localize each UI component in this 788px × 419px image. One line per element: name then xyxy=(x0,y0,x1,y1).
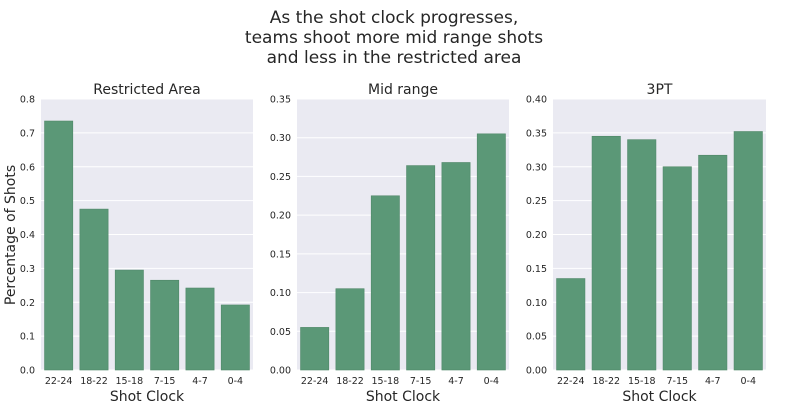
panel-restricted-area-ytick-label: 0.2 xyxy=(20,298,35,309)
panel-3pt-bar-15-18 xyxy=(627,139,657,371)
panel-mid-range-bar-18-22 xyxy=(335,288,365,371)
panel-mid-range-xtick-label: 0-4 xyxy=(484,376,500,387)
y-axis-label: Percentage of Shots xyxy=(3,165,19,305)
panel-restricted-area-xtick-label: 22-24 xyxy=(45,376,73,387)
panel-restricted-area-xtick-label: 7-15 xyxy=(154,376,176,387)
panel-restricted-area-bar-4-7 xyxy=(185,287,215,371)
panel-3pt-xtick-label: 7-15 xyxy=(666,376,688,387)
figure-title-line-2: teams shoot more mid range shots xyxy=(244,28,544,48)
panel-3pt-ytick-label: 0.25 xyxy=(526,196,547,207)
panel-3pt-xtick-label: 15-18 xyxy=(628,376,656,387)
panel-3pt-xtick-label: 22-24 xyxy=(557,376,585,387)
panel-3pt-bar-0-4 xyxy=(733,131,763,371)
panel-mid-range-ytick-label: 0.00 xyxy=(270,366,291,377)
panel-mid-range-ytick-label: 0.35 xyxy=(270,95,291,106)
panel-mid-range-x-axis-label: Shot Clock xyxy=(366,389,441,405)
panel-mid-range-ytick-label: 0.20 xyxy=(270,211,291,222)
panel-restricted-area-ytick-label: 0.4 xyxy=(20,230,35,241)
panel-3pt-ytick-label: 0.10 xyxy=(526,298,547,309)
panel-restricted-area-bar-22-24 xyxy=(44,120,74,371)
panel-3pt-xtick-label: 4-7 xyxy=(705,376,721,387)
panel-restricted-area-ytick-label: 0.6 xyxy=(20,162,35,173)
panel-restricted-area-bar-15-18 xyxy=(114,269,144,371)
panel-3pt-bar-22-24 xyxy=(556,278,586,371)
panel-restricted-area-ytick-label: 0.3 xyxy=(20,264,35,275)
figure-title-line-1: As the shot clock progresses, xyxy=(269,8,519,28)
panel-mid-range-ytick-label: 0.15 xyxy=(270,249,291,260)
panel-mid-range-xtick-label: 4-7 xyxy=(448,376,464,387)
panel-3pt-ytick-label: 0.35 xyxy=(526,128,547,139)
panel-3pt-ytick-label: 0.40 xyxy=(526,95,547,106)
panel-mid-range-ytick-label: 0.10 xyxy=(270,288,291,299)
figure-title-line-3: and less in the restricted area xyxy=(266,48,522,68)
panel-mid-range-bar-4-7 xyxy=(441,162,471,371)
panel-restricted-area-x-axis-label: Shot Clock xyxy=(110,389,185,405)
panel-restricted-area-bar-18-22 xyxy=(79,208,109,371)
panel-mid-range-bar-7-15 xyxy=(406,165,436,371)
panel-mid-range-ytick-label: 0.25 xyxy=(270,172,291,183)
panel-restricted-area-xtick-label: 0-4 xyxy=(228,376,244,387)
panel-restricted-area-ytick-label: 0.0 xyxy=(20,366,35,377)
panel-3pt-xtick-label: 18-22 xyxy=(592,376,620,387)
panel-mid-range-title: Mid range xyxy=(368,82,438,98)
panel-restricted-area-title: Restricted Area xyxy=(93,82,201,98)
panel-3pt-x-axis-label: Shot Clock xyxy=(622,389,697,405)
panel-restricted-area-xtick-label: 15-18 xyxy=(116,376,144,387)
panel-mid-range-xtick-label: 18-22 xyxy=(336,376,364,387)
panel-mid-range-bar-22-24 xyxy=(300,327,330,371)
panel-3pt-xtick-label: 0-4 xyxy=(740,376,756,387)
panel-mid-range-background xyxy=(297,99,509,370)
panel-restricted-area-bar-7-15 xyxy=(150,279,180,371)
panel-3pt-bar-4-7 xyxy=(698,154,728,371)
panel-mid-range-bar-15-18 xyxy=(370,195,400,371)
panel-3pt-ytick-label: 0.20 xyxy=(526,230,547,241)
panel-mid-range-ytick-label: 0.30 xyxy=(270,133,291,144)
panel-restricted-area-ytick-label: 0.1 xyxy=(20,332,35,343)
panel-mid-range-xtick-label: 7-15 xyxy=(410,376,432,387)
panel-3pt-ytick-label: 0.05 xyxy=(526,332,547,343)
panel-mid-range-xtick-label: 22-24 xyxy=(301,376,329,387)
panel-restricted-area-xtick-label: 18-22 xyxy=(80,376,108,387)
panel-mid-range-xtick-label: 15-18 xyxy=(372,376,400,387)
figure-title: As the shot clock progresses, teams shoo… xyxy=(0,8,788,68)
panel-3pt-bar-18-22 xyxy=(591,135,621,371)
panel-3pt-ytick-label: 0.00 xyxy=(526,366,547,377)
panel-restricted-area-xtick-label: 4-7 xyxy=(192,376,208,387)
panel-mid-range-ytick-label: 0.05 xyxy=(270,327,291,338)
panel-3pt-bar-7-15 xyxy=(662,166,692,371)
panel-restricted-area-ytick-label: 0.5 xyxy=(20,196,35,207)
panel-restricted-area-ytick-label: 0.7 xyxy=(20,128,35,139)
panel-3pt-ytick-label: 0.15 xyxy=(526,264,547,275)
panel-restricted-area-bar-0-4 xyxy=(220,304,250,371)
panel-3pt-ytick-label: 0.30 xyxy=(526,162,547,173)
panel-mid-range-bar-0-4 xyxy=(476,133,506,371)
panel-restricted-area-ytick-label: 0.8 xyxy=(20,95,35,106)
panel-3pt-title: 3PT xyxy=(647,82,673,98)
